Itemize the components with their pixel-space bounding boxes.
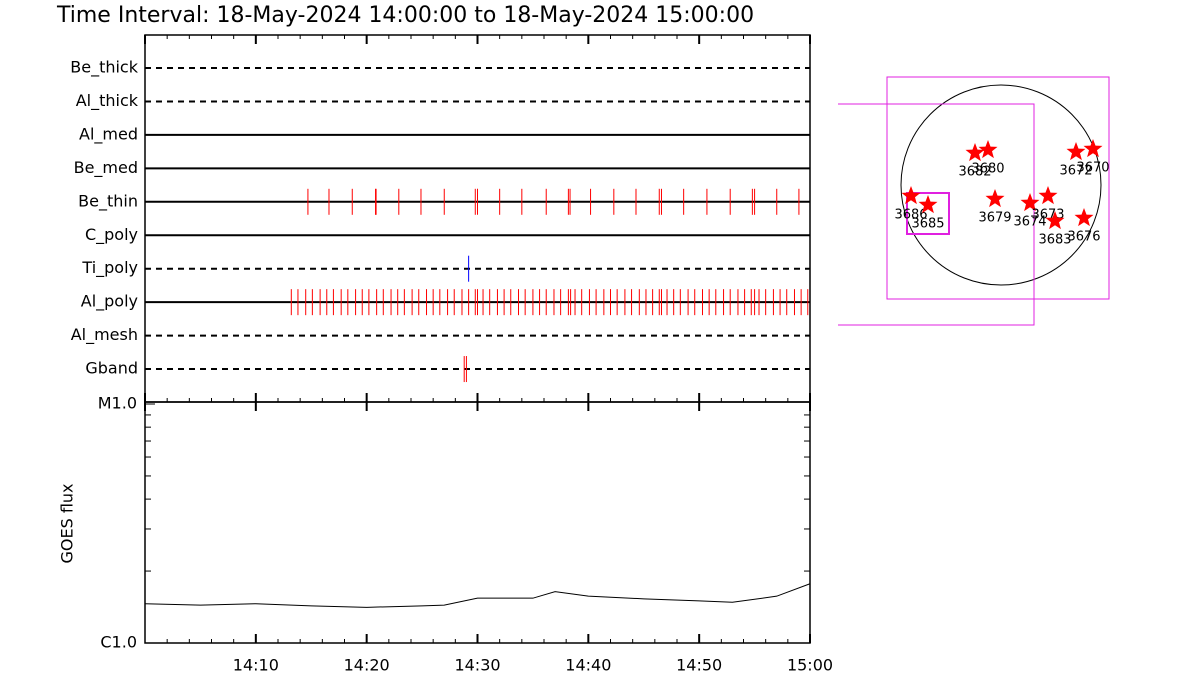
goes-frame [144, 401, 811, 644]
row-label: Ti_poly [81, 258, 138, 278]
row-label: Al_mesh [71, 325, 138, 345]
goes-line [144, 583, 811, 608]
x-tick-label: 14:20 [344, 656, 390, 675]
row-label: Be_med [74, 158, 138, 178]
region-star [1045, 211, 1065, 230]
fov-box [838, 103, 1035, 326]
chart-title: Time Interval: 18-May-2024 14:00:00 to 1… [56, 3, 754, 28]
y-tick-label: C1.0 [100, 633, 137, 652]
y-tick-label: M1.0 [98, 394, 137, 413]
fov-box [906, 192, 950, 235]
region-star [965, 143, 985, 162]
region-star [1020, 193, 1040, 212]
x-tick-label: 14:10 [233, 656, 279, 675]
x-tick-label: 14:40 [565, 656, 611, 675]
region-star [918, 195, 938, 214]
row-label: Gband [85, 359, 138, 378]
region-star [1083, 139, 1103, 158]
region-label: 3679 [978, 211, 1011, 226]
region-label: 3676 [1067, 230, 1100, 245]
region-label: 3685 [911, 217, 944, 232]
solar-disk [900, 84, 1102, 286]
row-label: Al_med [79, 124, 138, 144]
row-label: Be_thick [70, 58, 138, 78]
region-star [1074, 208, 1094, 227]
region-star [1038, 186, 1058, 205]
region-star [985, 189, 1005, 208]
region-label: 3672 [1059, 164, 1092, 179]
region-label: 3683 [1038, 233, 1071, 248]
row-label: Al_thick [76, 91, 139, 111]
x-tick-label: 15:00 [787, 656, 833, 675]
region-star [901, 186, 921, 205]
region-label: 3680 [971, 162, 1004, 177]
row-label: Be_thin [78, 191, 138, 211]
region-star [1066, 142, 1086, 161]
region-label: 3682 [958, 165, 991, 180]
region-label: 3670 [1076, 161, 1109, 176]
region-label: 3674 [1013, 215, 1046, 230]
timeline-frame [144, 34, 811, 403]
row-label: Al_poly [81, 292, 138, 312]
region-label: 3686 [894, 208, 927, 223]
region-star [978, 140, 998, 159]
row-label: C_poly [85, 225, 138, 245]
y-axis-label: GOES flux [58, 483, 77, 563]
x-tick-label: 14:50 [676, 656, 722, 675]
x-tick-label: 14:30 [454, 656, 500, 675]
fov-box [886, 76, 1110, 300]
